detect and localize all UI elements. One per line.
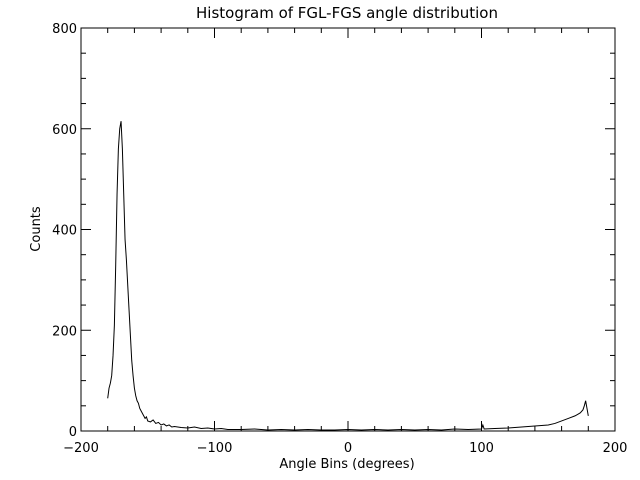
x-tick-label: −200 xyxy=(63,441,99,456)
y-tick-label: 200 xyxy=(52,324,77,339)
x-tick-label: −100 xyxy=(197,441,233,456)
series-line-fgl-fgs-angle xyxy=(107,121,589,431)
x-tick-label: 200 xyxy=(603,441,628,456)
y-tick-labels: 0 200 400 600 800 xyxy=(52,22,77,440)
y-axis-label: Counts xyxy=(29,206,44,252)
x-tick-label: 0 xyxy=(344,441,352,456)
chart-title: Histogram of FGL-FGS angle distribution xyxy=(196,4,498,22)
plot-frame xyxy=(80,27,616,432)
y-tick-label: 0 xyxy=(69,425,77,440)
y-tick-label: 400 xyxy=(52,224,77,239)
y-tick-label: 800 xyxy=(52,22,77,37)
x-tick-label: 100 xyxy=(469,441,494,456)
x-tick-labels: −200 −100 0 100 200 xyxy=(63,441,627,456)
x-axis-label: Angle Bins (degrees) xyxy=(279,457,414,472)
y-tick-label: 600 xyxy=(52,123,77,138)
axis-ticks xyxy=(80,27,616,432)
